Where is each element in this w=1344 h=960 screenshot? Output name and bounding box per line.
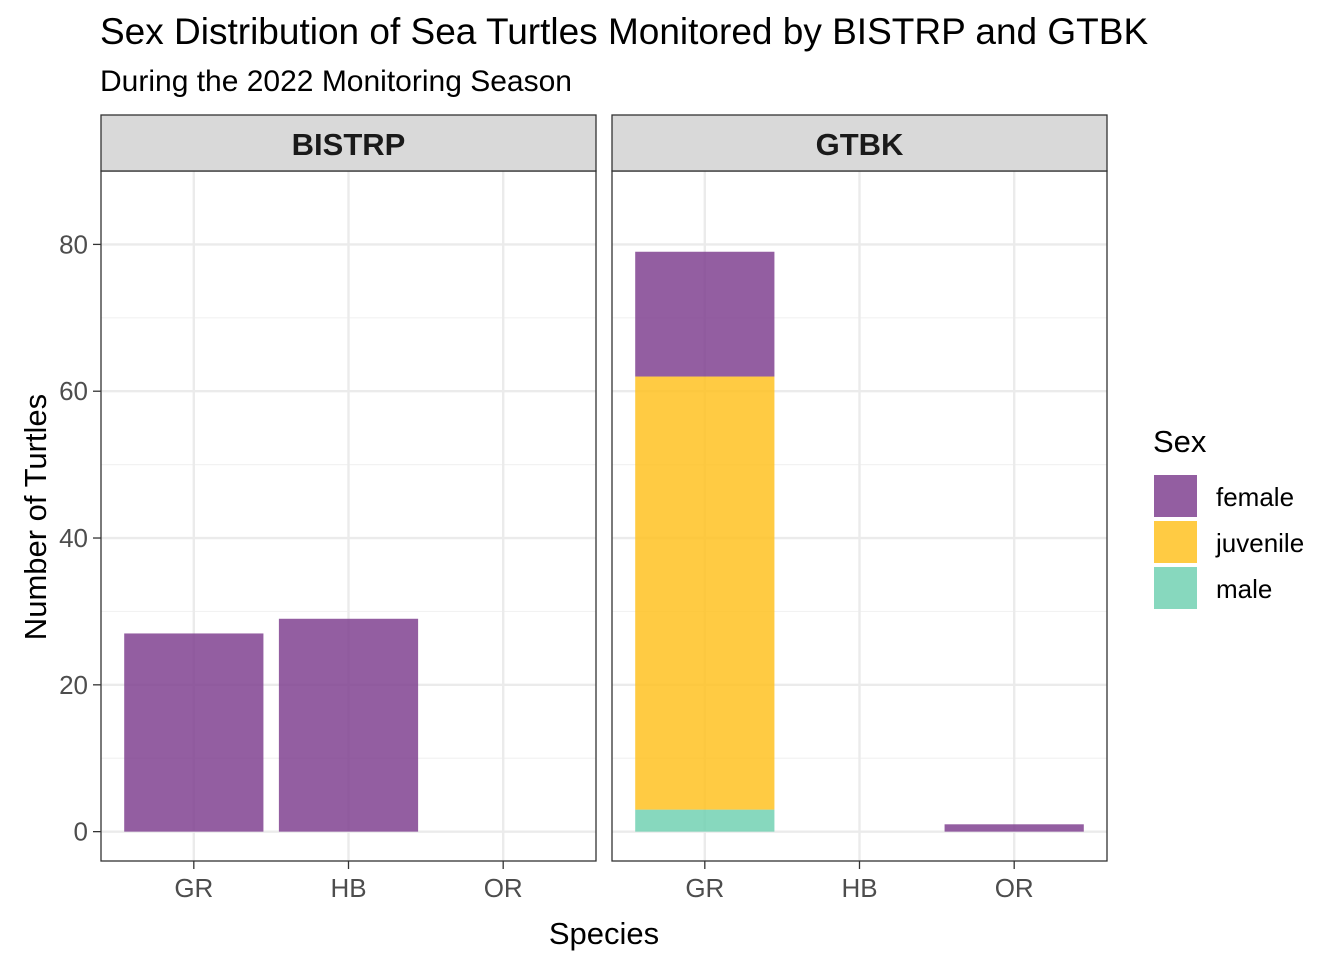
x-tick-label: HB — [841, 873, 877, 903]
y-tick-label: 60 — [59, 376, 88, 406]
facet-strip-label: GTBK — [816, 127, 904, 162]
y-tick-label: 20 — [59, 670, 88, 700]
bar-gtbk-gr-female — [635, 251, 775, 377]
facet-strip — [611, 114, 1108, 172]
facet-panel-bistrp: BISTRP GR HB OR — [100, 114, 597, 903]
x-tick-label: GR — [685, 873, 724, 903]
legend-label-male: male — [1216, 574, 1272, 604]
bar-gtbk-or-female — [944, 824, 1084, 832]
bar-bistrp-hb-female — [278, 618, 419, 832]
y-tick-label: 80 — [59, 229, 88, 259]
bar-gtbk-gr-juvenile — [635, 376, 775, 810]
chart-title: Sex Distribution of Sea Turtles Monitore… — [100, 11, 1148, 52]
y-axis-title: Number of Turtles — [18, 394, 53, 640]
chart-subtitle: During the 2022 Monitoring Season — [100, 65, 572, 98]
legend: Sex female juvenile male — [1153, 424, 1304, 609]
legend-key-female — [1154, 475, 1197, 517]
y-axis: 0 20 40 60 80 — [59, 229, 101, 847]
bar-gtbk-gr-male — [635, 809, 775, 832]
x-tick-label: OR — [995, 873, 1034, 903]
facet-panel-gtbk: GTBK GR HB OR — [611, 114, 1108, 903]
x-axis-title: Species — [549, 916, 659, 951]
legend-title: Sex — [1153, 424, 1207, 459]
y-tick-label: 40 — [59, 523, 88, 553]
facet-strip — [100, 114, 597, 172]
facet-strip-label: BISTRP — [292, 127, 406, 162]
bar-bistrp-gr-female — [124, 633, 264, 832]
x-tick-label: OR — [484, 873, 523, 903]
legend-key-male — [1154, 567, 1197, 609]
legend-label-female: female — [1216, 482, 1294, 512]
x-tick-label: HB — [330, 873, 366, 903]
x-tick-label: GR — [174, 873, 213, 903]
legend-key-juvenile — [1154, 521, 1197, 563]
legend-label-juvenile: juvenile — [1215, 528, 1304, 558]
facet-panels: BISTRP GR HB OR GTBK GR HB OR — [100, 114, 1108, 903]
y-tick-label: 0 — [74, 817, 88, 847]
